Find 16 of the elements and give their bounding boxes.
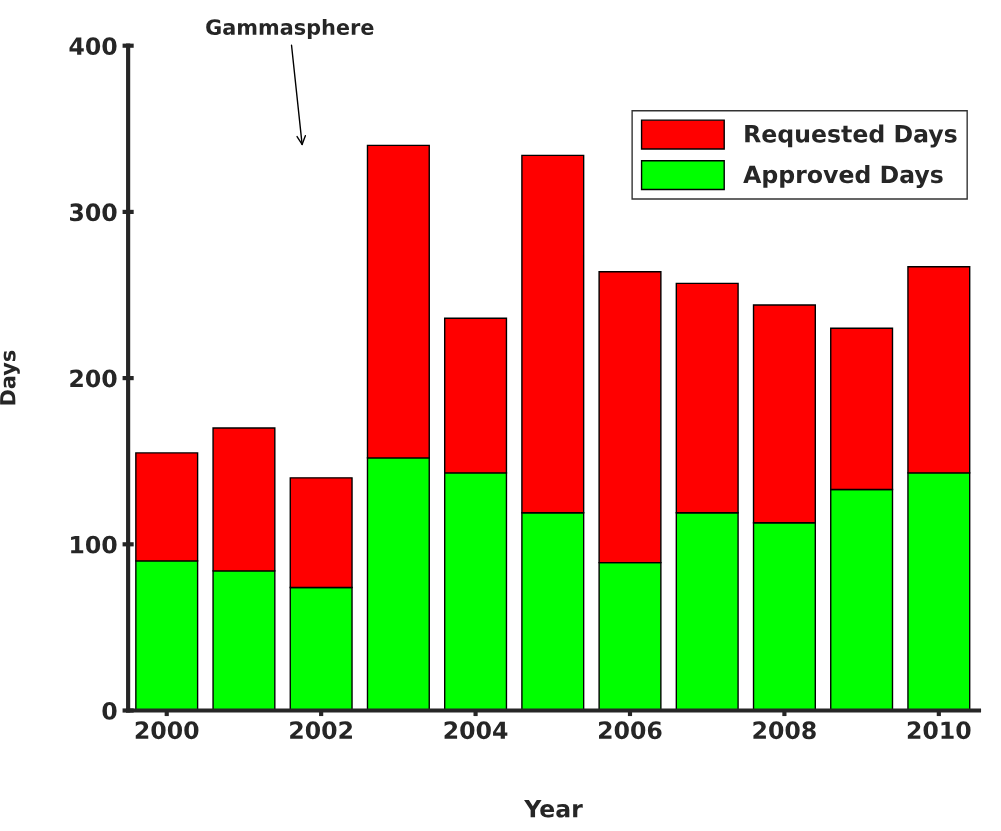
y-tick-label: 400: [69, 37, 117, 56]
y-tick-label: 0: [102, 701, 117, 720]
x-tick-label: 2006: [599, 721, 662, 740]
text: Gammasphere: [206, 18, 374, 40]
x-tick-label: 2008: [753, 721, 816, 740]
legend-label: Requested Days: [745, 124, 957, 148]
x-tick-label: 2000: [135, 721, 199, 740]
x-tick-label: 2010: [907, 721, 971, 740]
y-tick-label: 100: [71, 535, 117, 554]
x-axis-title: Year: [524, 800, 583, 818]
y-tick-label: 300: [70, 203, 117, 222]
y-tick-label: 200: [70, 369, 117, 388]
y-axis-title: Days: [0, 350, 20, 405]
x-tick-label: 2002: [290, 721, 352, 740]
x-tick-label: 2004: [444, 721, 508, 740]
legend-label: Approved Days: [743, 165, 943, 189]
